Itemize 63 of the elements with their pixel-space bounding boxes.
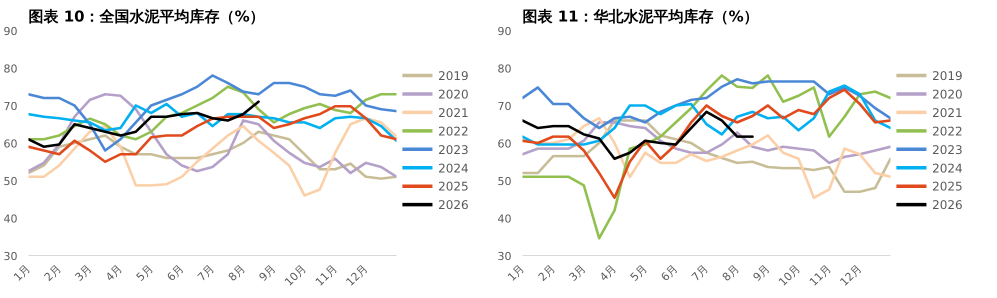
x-tick-label: 3月: [72, 262, 94, 284]
x-tick-label: 1月: [11, 262, 34, 284]
legend-label: 2025: [932, 180, 963, 194]
x-tick-label: 11月: [806, 262, 834, 289]
legend-label: 2019: [932, 69, 963, 83]
y-tick-label: 30: [4, 250, 18, 263]
legend-label: 2025: [438, 180, 469, 194]
y-tick-label: 80: [4, 62, 18, 76]
legend-label: 2024: [438, 161, 469, 176]
chart-title: 图表 11：华北水泥平均库存（%）: [522, 8, 759, 26]
x-tick-label: 4月: [597, 262, 620, 284]
y-tick-label: 90: [498, 25, 512, 38]
line-series: [28, 116, 396, 197]
x-tick-label: 6月: [164, 262, 186, 284]
y-tick-label: 50: [4, 175, 18, 188]
line-series: [522, 88, 890, 200]
chart-title: 图表 10：全国水泥平均库存（%）: [28, 8, 265, 26]
legend-label: 2023: [932, 142, 963, 157]
legend-label: 2021: [932, 106, 963, 120]
x-tick-label: 12月: [344, 262, 370, 289]
line-series: [522, 110, 754, 160]
y-tick-label: 90: [4, 25, 18, 38]
x-tick-label: 1月: [505, 262, 528, 284]
x-tick-label: 10月: [776, 262, 804, 289]
x-tick-label: 7月: [689, 262, 712, 284]
legend-label: 2022: [438, 124, 469, 138]
line-series: [28, 104, 396, 164]
legend-label: 2022: [932, 124, 963, 138]
x-tick-label: 3月: [566, 262, 588, 284]
x-tick-label: 11月: [312, 262, 340, 289]
line-series: [28, 100, 260, 148]
legend-label: 2023: [438, 142, 469, 157]
y-tick-label: 70: [4, 100, 18, 113]
x-tick-label: 4月: [103, 262, 126, 284]
legend-label: 2026: [932, 198, 963, 212]
x-tick-label: 6月: [658, 262, 680, 284]
x-tick-label: 2月: [42, 262, 64, 284]
y-tick-label: 60: [4, 138, 18, 150]
x-tick-label: 12月: [838, 262, 864, 289]
y-tick-label: 50: [498, 175, 512, 188]
y-tick-label: 40: [4, 212, 18, 226]
legend-label: 2020: [438, 87, 469, 102]
x-tick-label: 8月: [226, 262, 248, 284]
x-tick-label: 5月: [134, 262, 156, 284]
y-tick-label: 70: [498, 100, 512, 113]
x-tick-label: 5月: [628, 262, 650, 284]
x-tick-label: 8月: [720, 262, 742, 284]
x-tick-label: 10月: [282, 262, 310, 289]
legend-label: 2019: [438, 69, 469, 83]
line-series: [28, 74, 396, 152]
legend-label: 2020: [932, 87, 963, 102]
legend-label: 2026: [438, 198, 469, 212]
legend-label: 2024: [932, 161, 963, 176]
x-tick-label: 7月: [195, 262, 218, 284]
x-tick-label: 9月: [256, 262, 278, 284]
line-series: [522, 78, 890, 130]
y-tick-label: 30: [498, 250, 512, 263]
y-tick-label: 60: [498, 138, 512, 150]
y-tick-label: 80: [498, 62, 512, 76]
x-tick-label: 9月: [750, 262, 772, 284]
x-tick-label: 2月: [536, 262, 558, 284]
y-tick-label: 40: [498, 212, 512, 226]
legend-label: 2021: [438, 106, 469, 120]
